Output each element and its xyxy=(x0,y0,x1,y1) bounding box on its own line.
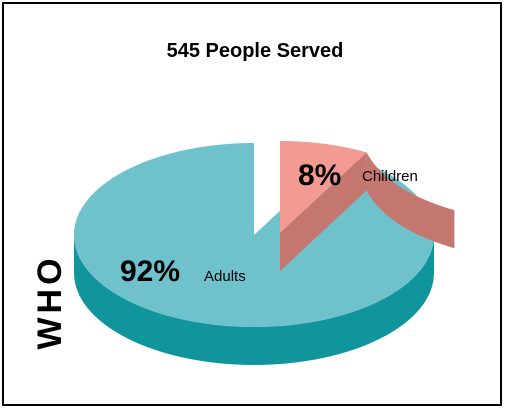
children-percent-label: 8% xyxy=(298,159,341,192)
children-slice-side xyxy=(366,152,455,249)
chart-title: 545 People Served xyxy=(166,40,344,62)
adults-percent-label: 92% xyxy=(120,255,180,288)
children-slice-cut xyxy=(280,152,367,271)
adults-category-label: Adults xyxy=(204,268,246,285)
children-category-label: Children xyxy=(362,168,418,185)
children-slice-top xyxy=(280,141,367,233)
adults-slice-side xyxy=(74,235,434,365)
